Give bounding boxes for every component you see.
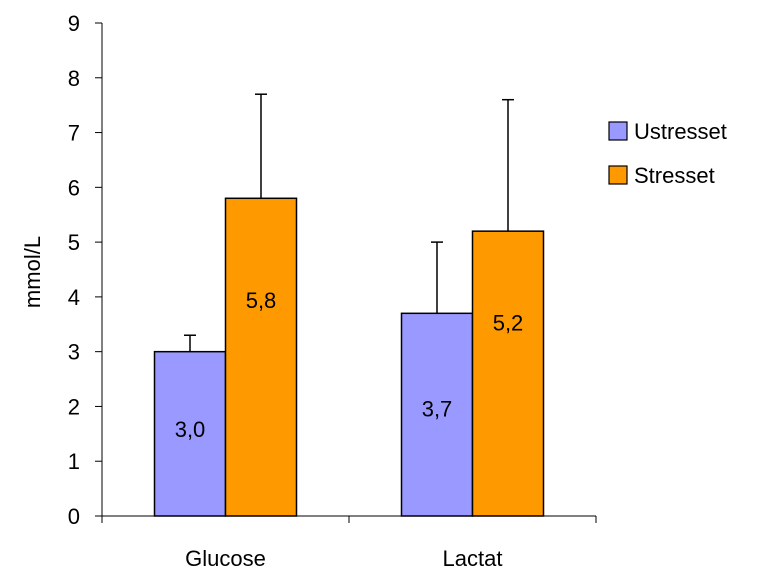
legend: Ustresset Stresset [608, 119, 727, 188]
y-tick-label: 9 [68, 11, 80, 36]
y-tick-label: 0 [68, 504, 80, 529]
y-tick-label: 4 [68, 285, 80, 310]
bar [224, 197, 298, 517]
legend-swatch [608, 121, 628, 141]
bar [153, 350, 227, 517]
y-tick-labels: 0 1 2 3 4 5 6 7 8 9 [68, 11, 80, 529]
legend-label: Ustresset [634, 119, 727, 144]
bars [153, 197, 545, 517]
x-category-labels: Glucose Lactat [185, 546, 502, 571]
bar [471, 230, 545, 517]
y-tick-label: 3 [68, 340, 80, 365]
legend-swatch [608, 165, 628, 185]
y-tick-label: 8 [68, 66, 80, 91]
legend-label: Stresset [634, 163, 715, 188]
data-labels: 3,0 5,8 3,7 5,2 [175, 288, 524, 442]
y-tick-label: 2 [68, 394, 80, 419]
y-tick-label: 7 [68, 121, 80, 146]
y-tick-label: 1 [68, 449, 80, 474]
data-label: 3,7 [422, 397, 453, 422]
x-category-label: Lactat [443, 546, 503, 571]
x-category-label: Glucose [185, 546, 266, 571]
y-tick-label: 5 [68, 230, 80, 255]
y-axis-title: mmol/L [20, 236, 45, 308]
y-tick-label: 6 [68, 175, 80, 200]
data-label: 5,8 [246, 288, 277, 313]
data-label: 3,0 [175, 417, 206, 442]
error-bars [184, 93, 514, 352]
data-label: 5,2 [493, 310, 524, 335]
